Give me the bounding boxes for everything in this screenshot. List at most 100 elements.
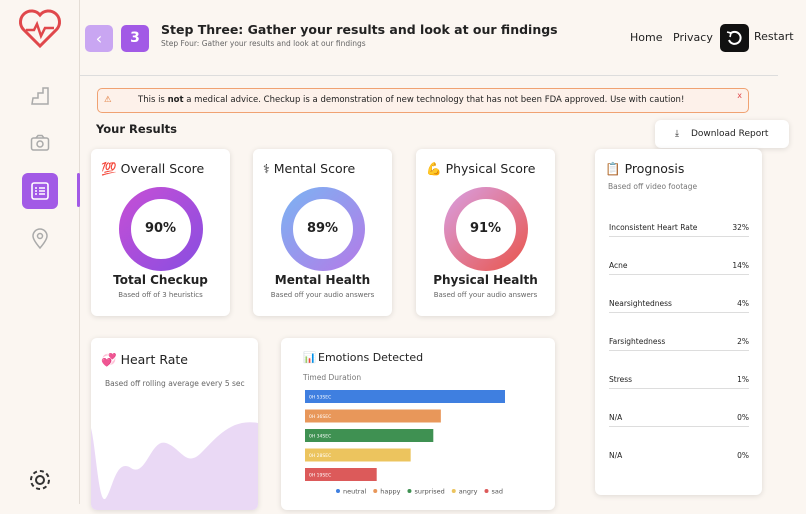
- legend-label: surprised: [414, 488, 444, 496]
- location-icon[interactable]: [30, 228, 50, 250]
- warning-banner: ⚠ This is not a medical advice. Checkup …: [97, 88, 749, 113]
- prognosis-name: Acne: [609, 261, 628, 270]
- prognosis-row: Acne 14%: [609, 261, 749, 275]
- legend-marker: [336, 489, 340, 493]
- score-label: Mental Health: [274, 273, 371, 287]
- nav-link[interactable]: Privacy: [673, 31, 713, 44]
- download-label[interactable]: Download Report: [691, 129, 769, 139]
- results-icon[interactable]: [22, 173, 58, 209]
- card-title: Heart Rate: [120, 352, 188, 367]
- bar: [305, 409, 441, 423]
- warning-text: This is not a medical advice. Checkup is…: [138, 89, 684, 112]
- score-note: Based off your audio answers: [270, 291, 375, 299]
- logo[interactable]: [18, 8, 62, 50]
- section-title: Your Results: [96, 122, 178, 136]
- heart-rate-card: 💞 Heart Rate Based off rolling average e…: [91, 338, 258, 510]
- card-icon: 📋: [605, 161, 621, 176]
- heart-rate-wave: [91, 422, 258, 510]
- prognosis-value: 4%: [737, 299, 749, 308]
- restart-label[interactable]: Restart: [754, 30, 794, 43]
- back-button[interactable]: ‹: [85, 25, 113, 52]
- chart-icon: 📊: [303, 351, 316, 364]
- download-button[interactable]: ⤓ Download Report: [655, 120, 789, 148]
- score-note: Based off your audio answers: [433, 291, 538, 299]
- active-indicator: [77, 173, 80, 207]
- legend-label: sad: [492, 488, 504, 496]
- prognosis-row: Stress 1%: [609, 375, 749, 389]
- score-card: 💪 Physical Score 91% Physical Health Bas…: [416, 149, 555, 316]
- prognosis-value: 0%: [737, 451, 749, 460]
- prognosis-row: Nearsightedness 4%: [609, 299, 749, 313]
- warning-text: a medical advice. Checkup is a demonstra…: [183, 95, 685, 105]
- bar-label: 0H 19SEC: [309, 473, 331, 479]
- warning-icon: ⚠: [104, 95, 112, 105]
- card-note: Based off video footage: [608, 182, 698, 191]
- settings-icon[interactable]: [27, 467, 53, 493]
- bar-label: 0H 34SEC: [309, 434, 331, 440]
- bar: [305, 448, 411, 462]
- legend-label: angry: [459, 488, 478, 496]
- warning-bold: not: [167, 95, 184, 105]
- legend-marker: [407, 489, 412, 493]
- stairs-icon[interactable]: [30, 86, 50, 106]
- prognosis-row: N/A 0%: [609, 413, 749, 427]
- prognosis-name: Nearsightedness: [609, 299, 672, 308]
- score-value: 90%: [144, 221, 177, 236]
- close-button[interactable]: x: [737, 91, 742, 100]
- card-icon: ⚕: [263, 161, 270, 176]
- score-value: 89%: [306, 221, 339, 236]
- bar: [305, 390, 505, 403]
- warning-text: This is: [138, 95, 168, 105]
- camera-icon[interactable]: [30, 134, 50, 152]
- card-icon: 💪: [426, 161, 442, 176]
- prognosis-name: Inconsistent Heart Rate: [609, 223, 698, 232]
- prognosis-value: 0%: [737, 413, 749, 422]
- card-title: Overall Score: [120, 161, 205, 176]
- card-note: Based off rolling average every 5 sec: [105, 379, 245, 388]
- step-number: 3: [121, 25, 149, 52]
- chart-title: Emotions Detected: [318, 351, 423, 364]
- score-card: 💯 Overall Score 90% Total Checkup Based …: [91, 149, 230, 316]
- prognosis-row: Farsightedness 2%: [609, 337, 749, 351]
- prognosis-row: Inconsistent Heart Rate 32%: [609, 223, 749, 237]
- restart-icon[interactable]: [720, 24, 749, 52]
- bar-label: 0H 28SEC: [309, 453, 331, 459]
- prognosis-value: 2%: [737, 337, 749, 346]
- prognosis-name: N/A: [609, 451, 623, 460]
- legend-marker: [373, 489, 378, 493]
- score-ring: [119, 187, 203, 271]
- prognosis-name: N/A: [609, 413, 623, 422]
- legend-label: happy: [380, 488, 400, 496]
- score-ring: [444, 187, 528, 271]
- card-icon: 💯: [101, 161, 117, 176]
- prognosis-name: Farsightedness: [609, 337, 666, 346]
- bar-label: 0H 53SEC: [309, 395, 331, 401]
- score-label: Physical Health: [433, 273, 538, 287]
- step-title: Step Three: Gather your results and look…: [161, 22, 558, 37]
- score-card: ⚕ Mental Score 89% Mental Health Based o…: [253, 149, 392, 316]
- divider: [80, 75, 778, 76]
- card-title: Physical Score: [445, 161, 536, 176]
- emotions-chart: 📊 Emotions Detected Timed Duration 0H 53…: [302, 351, 505, 496]
- emotions-card: 📊 Emotions Detected Timed Duration 0H 53…: [281, 338, 555, 510]
- score-value: 91%: [469, 221, 502, 236]
- card-title: Mental Score: [273, 161, 356, 176]
- card-icon: 💞: [101, 352, 117, 367]
- nav-link[interactable]: Home: [630, 31, 663, 44]
- score-ring: [281, 187, 365, 271]
- bar: [305, 468, 377, 481]
- legend-marker: [451, 489, 456, 493]
- prognosis-card: 📋 Prognosis Based off video footage Inco…: [595, 149, 762, 495]
- step-subtitle: Step Four: Gather your results and look …: [161, 39, 366, 48]
- chart-subtitle: Timed Duration: [302, 373, 361, 382]
- bar: [305, 429, 434, 442]
- prognosis-name: Stress: [609, 375, 633, 384]
- card-title: Prognosis: [624, 161, 685, 176]
- prognosis-value: 14%: [732, 261, 749, 270]
- score-label: Total Checkup: [113, 273, 208, 287]
- prognosis-value: 1%: [737, 375, 749, 384]
- sidebar: [0, 0, 80, 504]
- legend-label: neutral: [343, 488, 366, 496]
- legend-marker: [484, 489, 489, 493]
